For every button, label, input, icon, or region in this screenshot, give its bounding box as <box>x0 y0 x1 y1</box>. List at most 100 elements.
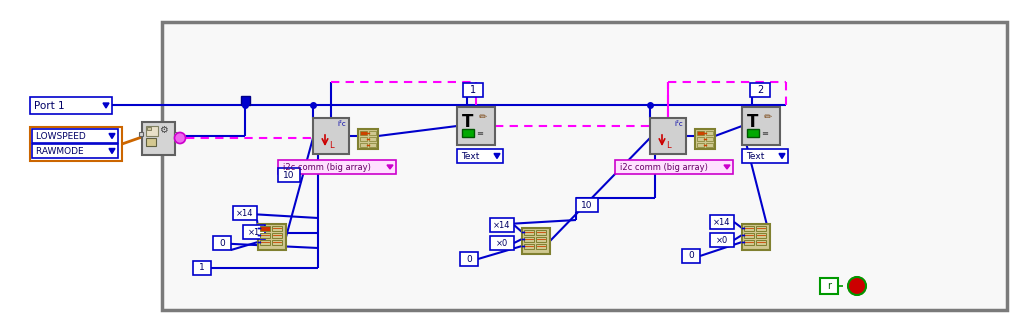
Bar <box>650 118 686 154</box>
Bar <box>278 160 396 174</box>
Bar <box>146 126 158 136</box>
Bar <box>697 137 705 141</box>
Bar <box>313 118 349 154</box>
Text: ✏: ✏ <box>764 112 772 122</box>
Bar <box>147 127 151 130</box>
Bar <box>575 198 598 212</box>
Text: Port 1: Port 1 <box>34 101 68 111</box>
Bar <box>490 218 514 232</box>
Bar <box>746 129 759 137</box>
Text: LOWSPEED: LOWSPEED <box>36 131 89 140</box>
Text: T: T <box>746 113 759 131</box>
Text: L: L <box>666 141 671 150</box>
Bar <box>524 230 534 235</box>
Bar <box>162 22 1007 310</box>
Bar <box>742 149 788 163</box>
Polygon shape <box>494 153 500 158</box>
Bar <box>536 237 546 242</box>
Bar <box>258 224 286 250</box>
Text: L: L <box>329 141 334 150</box>
Bar <box>522 228 550 254</box>
Bar <box>146 138 156 146</box>
Bar <box>32 144 118 158</box>
Text: 10: 10 <box>284 171 295 180</box>
Bar <box>233 206 257 220</box>
Text: i2c comm (big array): i2c comm (big array) <box>283 162 371 172</box>
Bar <box>243 225 265 239</box>
Text: ×0: ×0 <box>496 238 508 247</box>
Text: i2c comm (big array): i2c comm (big array) <box>620 162 708 172</box>
Text: ×1: ×1 <box>248 227 260 236</box>
Bar <box>682 249 700 263</box>
Text: 1: 1 <box>199 264 205 273</box>
Bar <box>241 96 250 105</box>
Bar <box>756 233 766 238</box>
Bar <box>32 129 118 143</box>
Bar <box>524 237 534 242</box>
Bar <box>706 143 713 147</box>
Polygon shape <box>103 103 109 108</box>
Polygon shape <box>387 165 393 169</box>
Bar <box>360 131 367 135</box>
Polygon shape <box>779 153 785 158</box>
Bar <box>742 224 770 250</box>
Bar <box>30 97 112 114</box>
Bar <box>460 252 478 266</box>
Bar <box>697 131 705 135</box>
Bar <box>142 122 175 155</box>
Text: 0: 0 <box>466 255 472 264</box>
Bar <box>536 244 546 249</box>
Text: ×0: ×0 <box>716 235 728 244</box>
Bar <box>756 226 766 231</box>
Bar <box>742 107 780 145</box>
Bar <box>30 127 122 161</box>
Text: 10: 10 <box>582 201 593 209</box>
Bar <box>710 215 734 229</box>
Bar <box>750 83 770 97</box>
Bar <box>697 143 705 147</box>
Text: 1: 1 <box>470 85 476 95</box>
Circle shape <box>848 277 866 295</box>
Polygon shape <box>109 133 115 138</box>
Text: ×14: ×14 <box>237 208 254 217</box>
Text: ≡: ≡ <box>476 128 483 137</box>
Bar <box>369 143 376 147</box>
Text: 2: 2 <box>757 85 763 95</box>
Bar <box>710 233 734 247</box>
Bar <box>756 240 766 245</box>
Bar <box>463 83 483 97</box>
Text: ×14: ×14 <box>494 220 511 229</box>
Bar <box>706 131 713 135</box>
Bar <box>360 143 367 147</box>
Bar <box>278 168 300 182</box>
Bar <box>615 160 733 174</box>
Bar <box>820 278 838 294</box>
Bar <box>174 132 178 136</box>
Text: ✏: ✏ <box>479 112 487 122</box>
Polygon shape <box>109 148 115 153</box>
Bar <box>462 129 474 137</box>
Bar <box>490 236 514 250</box>
Text: ×14: ×14 <box>714 217 731 226</box>
Bar <box>744 226 754 231</box>
Bar <box>706 137 713 141</box>
Bar <box>369 137 376 141</box>
Text: Text: Text <box>461 151 482 160</box>
Bar <box>213 236 231 250</box>
Circle shape <box>174 132 185 143</box>
Bar <box>272 240 282 245</box>
Bar <box>457 149 503 163</box>
Text: RAWMODE: RAWMODE <box>36 146 86 155</box>
Text: ≡: ≡ <box>761 128 768 137</box>
Text: T: T <box>462 113 473 131</box>
Text: 0: 0 <box>688 252 694 261</box>
Bar <box>695 129 715 149</box>
Text: 0: 0 <box>219 238 225 247</box>
Bar <box>193 261 211 275</box>
Bar <box>139 132 143 136</box>
Text: i²c: i²c <box>337 121 346 127</box>
Bar <box>272 226 282 231</box>
Bar <box>524 244 534 249</box>
Bar <box>369 131 376 135</box>
Text: ⚙: ⚙ <box>159 125 168 135</box>
